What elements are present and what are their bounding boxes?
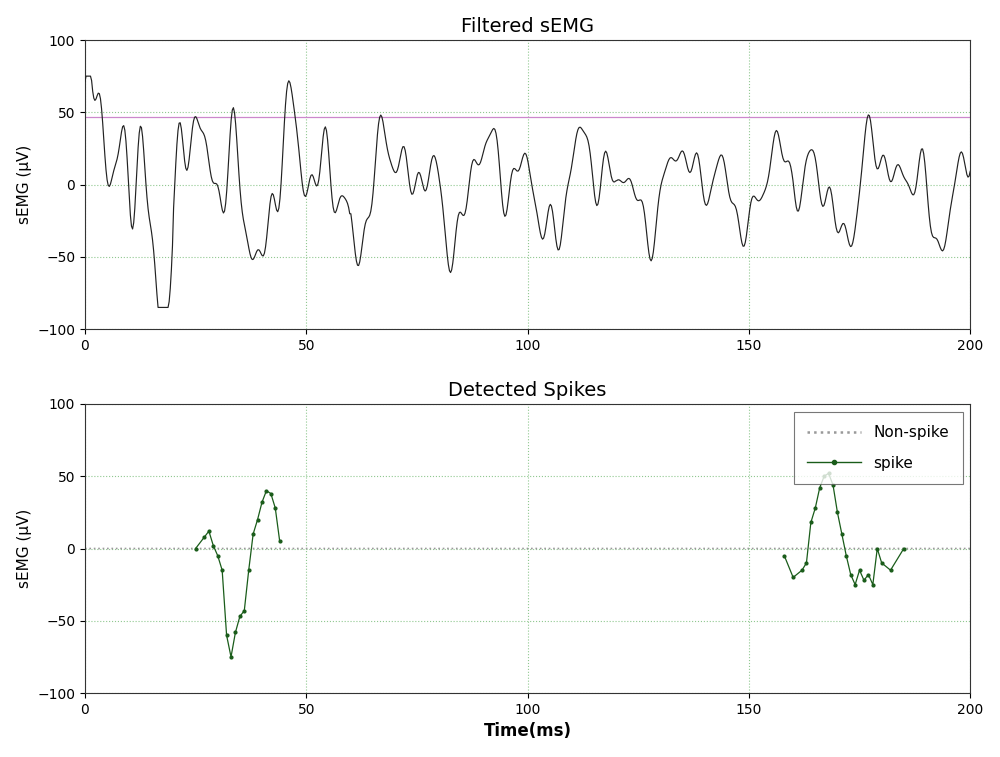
spike	[203, 527, 215, 536]
Title: Filtered sEMG: Filtered sEMG	[461, 17, 594, 36]
spike	[190, 544, 202, 553]
Non-spike	[938, 544, 950, 553]
spike	[216, 565, 228, 575]
spike	[212, 551, 224, 560]
spike	[198, 532, 210, 541]
Non-spike	[776, 544, 788, 553]
spike	[265, 489, 277, 498]
Non-spike	[486, 544, 498, 553]
spike	[238, 606, 250, 615]
spike	[229, 628, 241, 637]
Legend: Non-spike, spike: Non-spike, spike	[794, 412, 963, 484]
spike	[221, 631, 233, 640]
Title: Detected Spikes: Detected Spikes	[448, 381, 607, 400]
spike	[225, 653, 237, 662]
Y-axis label: sEMG (μV): sEMG (μV)	[17, 509, 32, 588]
spike	[256, 497, 268, 506]
spike	[274, 537, 286, 546]
spike	[252, 515, 264, 524]
Non-spike	[939, 544, 951, 553]
spike	[234, 612, 246, 621]
Non-spike	[79, 544, 91, 553]
X-axis label: Time(ms): Time(ms)	[484, 722, 572, 740]
Y-axis label: sEMG (μV): sEMG (μV)	[17, 145, 32, 224]
spike	[260, 486, 272, 495]
Line: spike: spike	[193, 488, 282, 659]
spike	[247, 529, 259, 538]
spike	[207, 541, 219, 550]
spike	[243, 565, 255, 575]
Non-spike	[124, 544, 136, 553]
spike	[269, 503, 281, 512]
Non-spike	[509, 544, 521, 553]
Non-spike	[964, 544, 976, 553]
